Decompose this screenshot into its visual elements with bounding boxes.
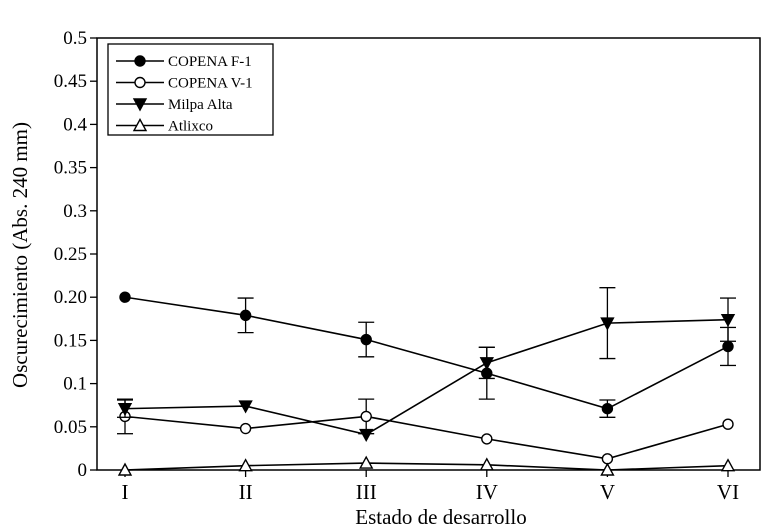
series-copena-v-1: [117, 398, 734, 465]
data-point: [117, 402, 133, 417]
series-line: [124, 415, 729, 460]
y-tick-label: 0: [78, 460, 88, 481]
data-point: [134, 76, 146, 89]
x-tick-label: IV: [476, 480, 498, 504]
series-atlixco: [117, 455, 736, 476]
series-milpa-alta: [117, 287, 736, 443]
legend-label: COPENA V-1: [168, 76, 253, 92]
y-tick-label: 0.45: [54, 71, 87, 92]
y-tick-label: 0.35: [54, 158, 87, 179]
data-point: [360, 410, 372, 423]
series-line: [124, 462, 729, 471]
data-point: [132, 118, 148, 132]
data-point: [360, 333, 372, 346]
legend-label: Milpa Alta: [168, 97, 233, 113]
y-tick-label: 0.20: [54, 287, 87, 308]
y-tick-label: 0.05: [54, 417, 87, 438]
y-axis-label: Oscurecimiento (Abs. 240 mm): [8, 122, 32, 388]
x-tick-label: III: [356, 480, 377, 504]
legend-label: Atlixco: [168, 119, 213, 135]
data-point: [481, 433, 493, 445]
data-point: [720, 313, 736, 328]
data-point: [119, 291, 131, 303]
y-tick-label: 0.3: [63, 201, 87, 222]
y-tick-label: 0.15: [54, 330, 87, 351]
y-tick-label: 0.25: [54, 244, 87, 265]
series-line: [124, 296, 729, 410]
data-point: [601, 402, 614, 415]
data-point: [600, 462, 615, 476]
data-point: [722, 340, 734, 353]
series-layer: [117, 287, 736, 476]
legend-label: COPENA F-1: [168, 54, 252, 70]
data-point: [239, 309, 252, 322]
data-point: [600, 317, 615, 331]
legend: COPENA F-1 COPENA V-1 Milpa Alta Atlixco: [107, 43, 274, 136]
data-point: [720, 458, 736, 472]
data-point: [238, 400, 253, 414]
data-point: [722, 418, 734, 430]
data-point: [601, 453, 614, 465]
y-tick-label: 0.4: [63, 114, 87, 135]
data-point: [239, 422, 252, 435]
data-point: [132, 98, 148, 112]
data-point: [359, 428, 374, 443]
y-tick-label: 0.5: [63, 28, 87, 49]
data-point: [238, 458, 253, 472]
x-tick-label: II: [239, 480, 253, 504]
data-point: [117, 462, 133, 476]
series-line: [124, 318, 729, 436]
series-copena-f-1: [119, 291, 736, 418]
x-tick-label: I: [122, 480, 129, 504]
data-point: [359, 455, 374, 469]
x-axis-ticks: I II III IV V VI: [122, 470, 739, 504]
data-point: [479, 457, 494, 471]
y-tick-label: 0.1: [63, 374, 87, 395]
data-point: [479, 357, 494, 371]
y-axis-ticks: 0 0.05 0.1 0.15 0.20 0.25 0.3 0.35 0.4 0.45 0.5: [54, 28, 97, 481]
x-axis-label: Estado de desarrollo: [355, 505, 526, 529]
x-tick-label: VI: [717, 480, 739, 504]
x-tick-label: V: [600, 480, 615, 504]
data-point: [134, 55, 146, 67]
